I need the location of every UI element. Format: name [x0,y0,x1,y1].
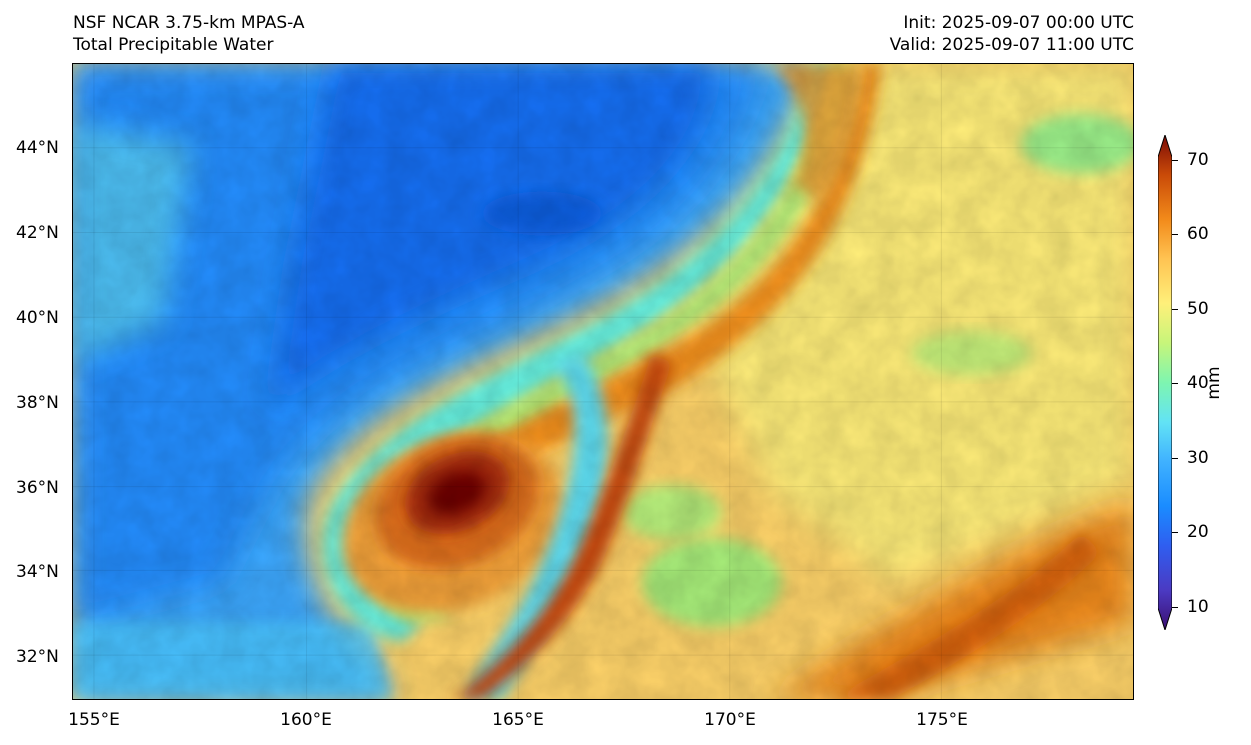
model-name: NSF NCAR 3.75-km MPAS-A [73,13,305,33]
colorbar-label: 10 [1187,597,1209,617]
colorbar-label: 70 [1187,150,1209,170]
lat-label: 42°N [16,223,59,243]
title-block-right: Init: 2025-09-07 00:00 UTC Valid: 2025-0… [890,12,1134,56]
colorbar-unit: mm [1204,366,1224,400]
init-time: Init: 2025-09-07 00:00 UTC [903,13,1134,33]
graticule [73,64,1133,699]
lon-label: 165°E [492,710,544,730]
map-panel [72,63,1134,700]
lat-label: 36°N [16,478,59,498]
lon-label: 175°E [916,710,968,730]
colorbar-label: 30 [1187,448,1209,468]
colorbar-label: 40 [1187,373,1209,393]
colorbar-tick [1172,458,1178,459]
valid-time: Valid: 2025-09-07 11:00 UTC [889,35,1134,55]
lat-label: 32°N [16,647,59,667]
texture [73,64,1133,699]
lat-label: 34°N [16,562,59,582]
colorbar-tick [1172,309,1178,310]
colorbar-label: 20 [1187,522,1209,542]
colorbar-tick [1172,234,1178,235]
field-name: Total Precipitable Water [73,35,274,55]
lat-label: 44°N [16,138,59,158]
colorbar-tick [1172,532,1178,533]
colorbar [1158,135,1172,630]
colorbar-tick [1172,383,1178,384]
lon-label: 155°E [68,710,120,730]
colorbar-tick [1172,160,1178,161]
lat-label: 40°N [16,308,59,328]
tpw-field [73,64,1133,699]
lon-label: 170°E [704,710,756,730]
colorbar-label: 60 [1187,224,1209,244]
title-block-left: NSF NCAR 3.75-km MPAS-A Total Precipitab… [73,12,305,56]
colorbar-label: 50 [1187,299,1209,319]
colorbar-gradient [1158,135,1172,630]
colorbar-tick [1172,607,1178,608]
lon-label: 160°E [280,710,332,730]
lat-label: 38°N [16,393,59,413]
